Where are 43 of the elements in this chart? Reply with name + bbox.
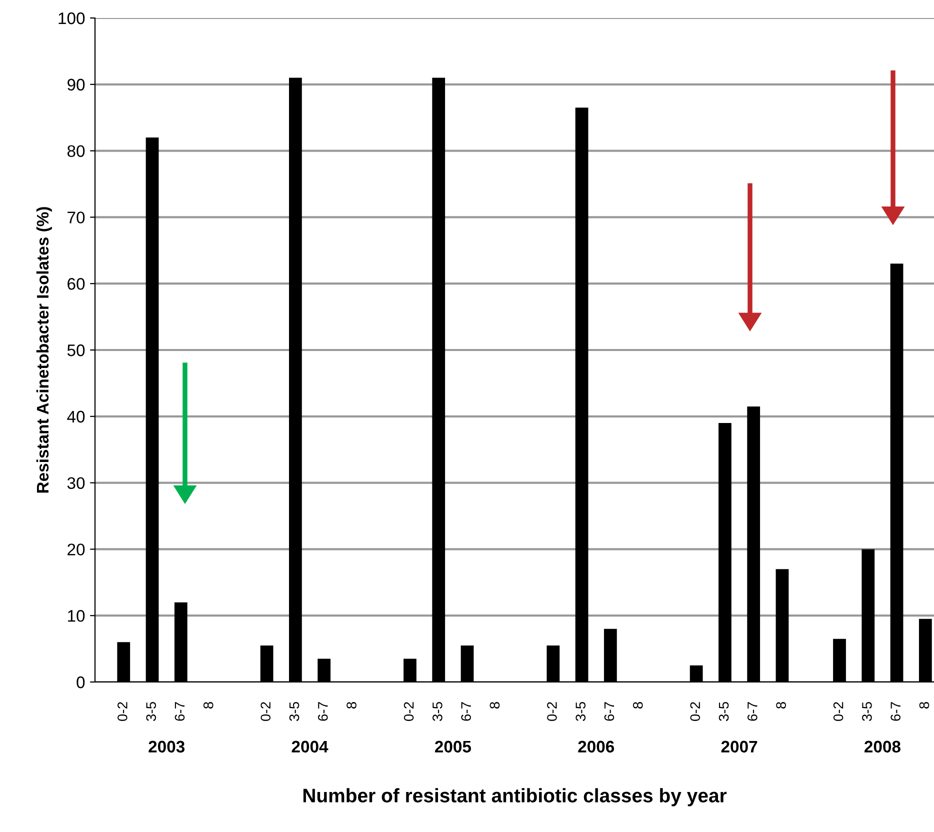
x-tick-label: 8 bbox=[346, 702, 356, 709]
x-tick-label: 8 bbox=[203, 702, 214, 709]
x-tick-label: 3-5 bbox=[146, 702, 156, 721]
y-tick-label: 10 bbox=[68, 610, 85, 622]
y-tick-label: 40 bbox=[67, 410, 85, 423]
x-tick-label: 8 bbox=[776, 702, 786, 709]
y-axis-title: Resistant Acinetobacter Isolates (%) bbox=[36, 207, 52, 493]
x-tick-label: 3-5 bbox=[862, 702, 872, 721]
x-tick-label: 0-2 bbox=[118, 702, 128, 721]
x-tick-label: 3-5 bbox=[289, 702, 300, 721]
y-tick-label: 100 bbox=[58, 12, 85, 24]
y-tick-label: 90 bbox=[68, 78, 85, 91]
x-tick-label: 6-7 bbox=[174, 702, 185, 721]
x-tick-label: 3-5 bbox=[576, 702, 586, 721]
x-axis-title: Number of resistant antibiotic classes by year bbox=[303, 788, 727, 806]
text: 2007 bbox=[721, 740, 758, 753]
text: 2005 bbox=[434, 740, 472, 753]
text: 2004 bbox=[292, 740, 328, 753]
x-tick-label: 0-2 bbox=[547, 702, 557, 721]
text: 2003 bbox=[148, 740, 185, 753]
x-tick-label: 6-7 bbox=[747, 702, 758, 721]
x-tick-label: 8 bbox=[490, 702, 500, 709]
y-tick-label: 70 bbox=[68, 212, 85, 224]
y-tick-label: 0 bbox=[76, 676, 85, 688]
x-tick-label: 6-7 bbox=[604, 702, 614, 721]
x-tick-label: 0-2 bbox=[690, 702, 700, 721]
x-tick-label: 3-5 bbox=[718, 702, 729, 721]
y-tick-label: 80 bbox=[67, 145, 85, 158]
y-tick-label: 50 bbox=[67, 344, 85, 356]
y-tick-label: 30 bbox=[67, 477, 85, 490]
x-tick-label: 6-7 bbox=[461, 702, 471, 721]
y-tick-label: 20 bbox=[68, 544, 85, 556]
x-tick-label: 0-2 bbox=[260, 702, 271, 721]
x-tick-label: 8 bbox=[919, 702, 930, 709]
x-tick-label: 3-5 bbox=[432, 702, 442, 721]
x-tick-label: 0-2 bbox=[404, 702, 414, 721]
x-tick-label: 6-7 bbox=[890, 702, 901, 721]
text: 2006 bbox=[578, 740, 614, 753]
x-tick-label: 0-2 bbox=[833, 702, 844, 721]
y-tick-label: 60 bbox=[68, 278, 85, 290]
x-tick-label: 6-7 bbox=[318, 702, 328, 721]
text: 2008 bbox=[864, 740, 900, 753]
x-tick-label: 8 bbox=[632, 702, 643, 709]
